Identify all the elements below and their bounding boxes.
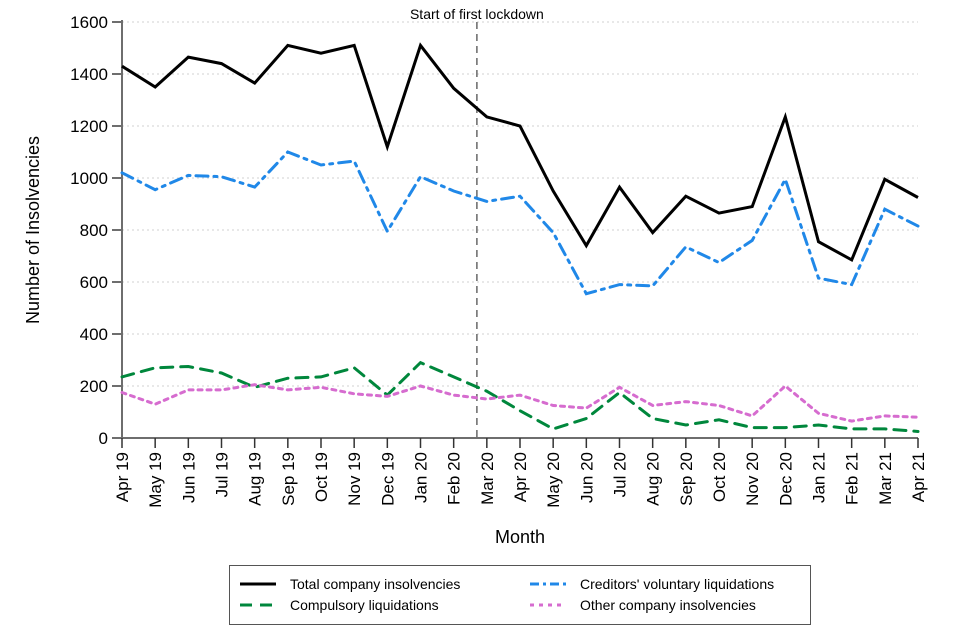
- x-tick-label: May 19: [146, 452, 165, 508]
- lockdown-label: Start of first lockdown: [410, 6, 544, 22]
- axes: 0 200 400 600 800 1000 1200 1400 1600 Apr 19 May 1…: [70, 13, 928, 508]
- y-tick-label: 400: [80, 325, 108, 344]
- legend-swatch-compulsory: [240, 603, 276, 607]
- x-tick-label: Dec 19: [378, 452, 397, 506]
- legend-label: Total company insolvencies: [290, 576, 461, 592]
- y-tick-label: 0: [99, 429, 108, 448]
- x-tick-label: Jun 19: [179, 452, 198, 503]
- lockdown-annotation: Start of first lockdown: [410, 6, 544, 438]
- x-tick-label: Dec 20: [776, 452, 795, 506]
- x-tick-label: Nov 20: [743, 452, 762, 506]
- series-line-other-company-insolvencies: [120, 383, 920, 423]
- y-tick-label: 600: [80, 273, 108, 292]
- x-tick-label: Apr 19: [113, 452, 132, 502]
- x-axis-title: Month: [495, 527, 545, 547]
- x-tick-label: Aug 20: [644, 452, 663, 506]
- y-tick-label: 1400: [70, 65, 108, 84]
- legend-label: Compulsory liquidations: [290, 597, 439, 613]
- x-tick-label: Sep 20: [677, 452, 696, 506]
- series-line-creditors-voluntary-liquidations: [120, 150, 920, 296]
- legend-swatch-cvl: [530, 582, 566, 586]
- y-tick-label: 1000: [70, 169, 108, 188]
- x-tick-label: Feb 20: [445, 452, 464, 505]
- legend-item-total: Total company insolvencies: [240, 575, 460, 593]
- legend-item-compulsory: Compulsory liquidations: [240, 596, 439, 614]
- y-tick-label: 1200: [70, 117, 108, 136]
- x-tick-label: Jan 21: [810, 452, 829, 503]
- x-tick-label: Jun 20: [577, 452, 596, 503]
- y-tick-label: 1600: [70, 13, 108, 32]
- x-tick-label: Apr 20: [511, 452, 530, 502]
- x-tick-label: Jul 20: [611, 452, 630, 497]
- x-tick-label: Jan 20: [412, 452, 431, 503]
- x-tick-label: Oct 19: [312, 452, 331, 502]
- x-tick-label: Oct 20: [710, 452, 729, 502]
- x-tick-label: Feb 21: [843, 452, 862, 505]
- legend-item-other: Other company insolvencies: [530, 596, 756, 614]
- y-axis-title: Number of Insolvencies: [23, 136, 43, 324]
- x-tick-label: Aug 19: [246, 452, 265, 506]
- x-tick-label: Nov 19: [345, 452, 364, 506]
- y-tick-label: 200: [80, 377, 108, 396]
- x-tick-label: Mar 20: [478, 452, 497, 505]
- x-tick-label: Apr 21: [909, 452, 928, 502]
- x-tick-label: Jul 19: [213, 452, 232, 497]
- legend: Total company insolvencies Creditors' vo…: [229, 565, 811, 625]
- x-tick-label: Mar 21: [876, 452, 895, 505]
- legend-label: Creditors' voluntary liquidations: [580, 576, 775, 592]
- y-tick-label: 800: [80, 221, 108, 240]
- legend-item-cvl: Creditors' voluntary liquidations: [530, 575, 774, 593]
- legend-swatch-total: [240, 582, 276, 586]
- legend-label: Other company insolvencies: [580, 597, 756, 613]
- series-lines: [120, 42, 920, 433]
- x-tick-label: May 20: [544, 452, 563, 508]
- legend-swatch-other: [530, 603, 566, 607]
- series-line-total-company-insolvencies: [121, 42, 919, 263]
- x-tick-label: Sep 19: [279, 452, 298, 506]
